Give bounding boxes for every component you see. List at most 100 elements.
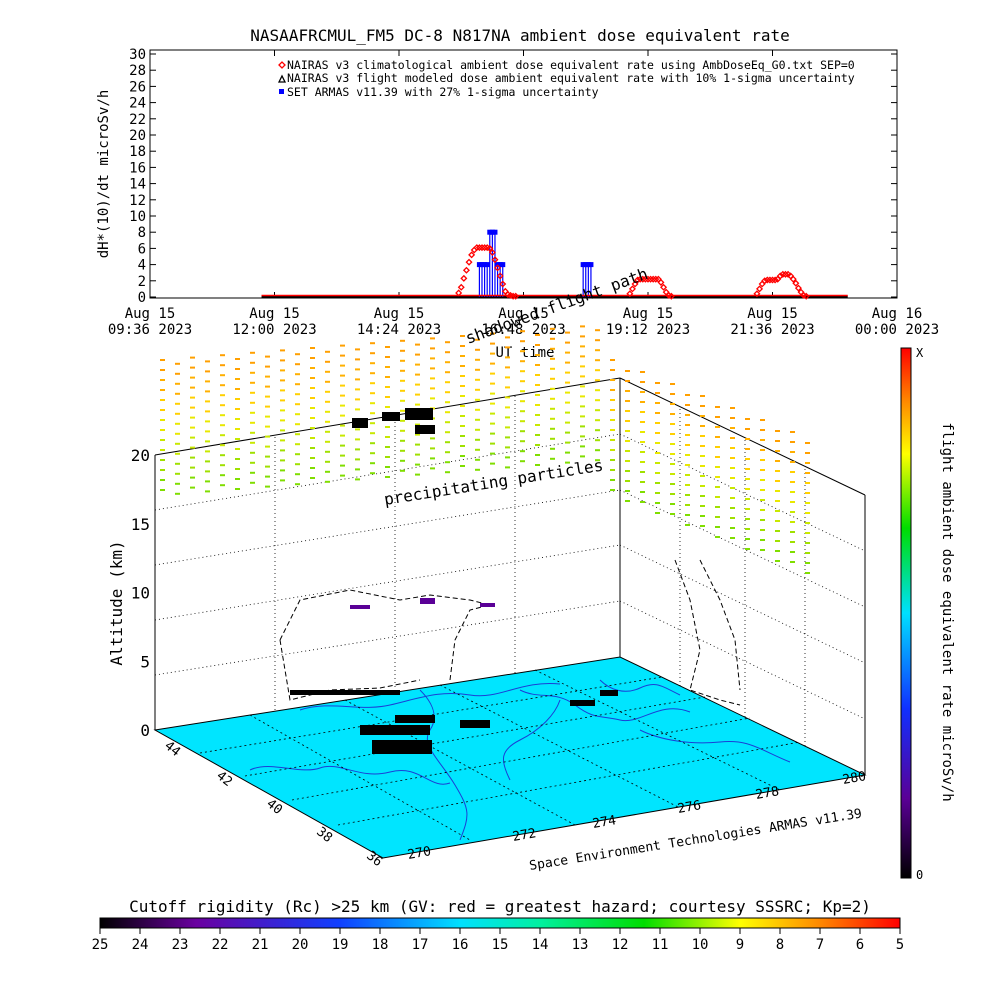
nairas-climatological-point bbox=[628, 285, 636, 293]
rigidity-colorbar-label: Cutoff rigidity (Rc) >25 km (GV: red = g… bbox=[129, 897, 871, 916]
armas-point bbox=[489, 229, 495, 235]
y-tick-label: 26 bbox=[129, 79, 146, 95]
rigidity-tick-label: 18 bbox=[372, 937, 389, 953]
y-tick-label: 4 bbox=[138, 258, 146, 274]
nairas-climatological-point bbox=[756, 285, 764, 293]
nairas-climatological-point bbox=[631, 280, 639, 288]
armas-point bbox=[497, 262, 503, 268]
dose-colorbar-label: flight ambient dose equivalent rate micr… bbox=[939, 422, 955, 801]
y-tick-label: 8 bbox=[138, 225, 146, 241]
y-tick-label: 20 bbox=[129, 128, 146, 144]
y-tick-label: 18 bbox=[129, 144, 146, 160]
altitude-tick-label: 10 bbox=[131, 584, 150, 603]
legend-marker-armas bbox=[279, 89, 284, 94]
longitude-tick-label: 270 bbox=[407, 844, 433, 863]
nairas-climatological-point bbox=[468, 251, 476, 259]
rigidity-tick-label: 21 bbox=[252, 937, 269, 953]
y-tick-label: 2 bbox=[138, 274, 146, 290]
armas-point bbox=[585, 262, 591, 268]
top-legend: NAIRAS v3 climatological ambient dose eq… bbox=[277, 58, 855, 99]
nairas-climatological-point bbox=[462, 266, 470, 274]
nairas-climatological-point bbox=[465, 258, 473, 266]
altitude-axis-label: Altitude (km) bbox=[107, 540, 126, 665]
legend-marker-nairas-climatological bbox=[278, 61, 286, 69]
armas-point bbox=[583, 262, 589, 268]
nairas-climatological-point bbox=[486, 244, 494, 252]
y-tick-label: 10 bbox=[129, 209, 146, 225]
dose-colorbar-bottom-label: 0 bbox=[916, 868, 923, 882]
x-tick-label-time: 21:36 2023 bbox=[730, 322, 814, 338]
x-tick-label-date: Aug 16 bbox=[872, 306, 923, 322]
armas-point bbox=[487, 229, 493, 235]
nairas-climatological-point bbox=[457, 283, 465, 291]
legend-label-nairas-flight: NAIRAS v3 flight modeled dose ambient eq… bbox=[287, 71, 855, 85]
altitude-tick-label: 0 bbox=[140, 721, 150, 740]
nairas-climatological-point bbox=[626, 290, 634, 298]
x-tick-label-date: Aug 15 bbox=[125, 306, 176, 322]
nairas-climatological-point bbox=[794, 284, 802, 292]
rigidity-tick-label: 19 bbox=[332, 937, 349, 953]
rigidity-tick-label: 24 bbox=[132, 937, 149, 953]
y-tick-label: 0 bbox=[138, 290, 146, 306]
armas-point bbox=[588, 262, 594, 268]
legend-label-armas: SET ARMAS v11.39 with 27% 1-sigma uncert… bbox=[287, 85, 599, 99]
rigidity-tick-label: 9 bbox=[736, 937, 744, 953]
x-tick-label-time: 14:24 2023 bbox=[357, 322, 441, 338]
rigidity-tick-label: 14 bbox=[532, 937, 549, 953]
x-tick-label-time: 19:12 2023 bbox=[606, 322, 690, 338]
y-tick-label: 12 bbox=[129, 193, 146, 209]
x-tick-label-time: 09:36 2023 bbox=[108, 322, 192, 338]
precipitating-particles-marks bbox=[160, 325, 810, 574]
wall-grid bbox=[154, 396, 866, 746]
rigidity-tick-label: 25 bbox=[92, 937, 109, 953]
altitude-axis-ticks: 0 5 10 15 20 bbox=[131, 446, 150, 740]
nairas-climatological-point bbox=[657, 278, 665, 286]
x-tick-label-time: 12:00 2023 bbox=[232, 322, 316, 338]
chart-title: NASAAFRCMUL_FM5 DC-8 N817NA ambient dose… bbox=[250, 26, 789, 45]
x-tick-label-date: Aug 15 bbox=[374, 306, 425, 322]
top-series-marks bbox=[261, 229, 848, 300]
y-tick-label: 16 bbox=[129, 160, 146, 176]
rigidity-colorbar bbox=[99, 917, 901, 929]
shadowed-flight-path bbox=[279, 559, 741, 706]
legend-marker-nairas-flight bbox=[277, 74, 287, 83]
armas-point bbox=[484, 262, 490, 268]
nairas-climatological-point bbox=[792, 279, 800, 287]
rigidity-tick-label: 22 bbox=[212, 937, 229, 953]
x-tick-label-date: Aug 15 bbox=[623, 306, 674, 322]
rigidity-tick-label: 23 bbox=[172, 937, 189, 953]
nairas-climatological-point bbox=[753, 290, 761, 298]
x-tick-label-time: 00:00 2023 bbox=[855, 322, 939, 338]
nairas-climatological-point bbox=[776, 272, 784, 280]
y-tick-label: 28 bbox=[129, 63, 146, 79]
y-tick-label: 22 bbox=[129, 112, 146, 128]
rigidity-tick-label: 7 bbox=[816, 937, 824, 953]
legend-label-nairas-climatological: NAIRAS v3 climatological ambient dose eq… bbox=[287, 58, 855, 72]
altitude-tick-label: 15 bbox=[131, 515, 150, 534]
flight-track-marks bbox=[290, 408, 618, 754]
armas-point bbox=[482, 262, 488, 268]
y-tick-label: 24 bbox=[129, 96, 146, 112]
rigidity-tick-label: 15 bbox=[492, 937, 509, 953]
nairas-climatological-point bbox=[494, 264, 502, 272]
x-tick-label-date: Aug 15 bbox=[498, 306, 549, 322]
longitude-tick-label: 280 bbox=[842, 769, 868, 788]
armas-point bbox=[580, 262, 586, 268]
nairas-climatological-point bbox=[488, 248, 496, 256]
longitude-axis-ticks: 270 272 274 276 278 280 bbox=[407, 769, 868, 863]
rigidity-tick-label: 11 bbox=[652, 937, 669, 953]
flight-3d-panel: shadowed flight path precipitating parti… bbox=[107, 264, 867, 874]
nairas-climatological-point bbox=[496, 272, 504, 280]
longitude-tick-label: 274 bbox=[592, 813, 618, 832]
armas-point bbox=[492, 229, 498, 235]
y-tick-label: 6 bbox=[138, 241, 146, 257]
armas-point bbox=[479, 262, 485, 268]
floor-grid bbox=[199, 669, 801, 841]
nairas-climatological-point bbox=[491, 256, 499, 264]
nairas-climatological-point bbox=[771, 276, 779, 284]
armas-point bbox=[476, 262, 482, 268]
nairas-climatological-point bbox=[660, 283, 668, 291]
